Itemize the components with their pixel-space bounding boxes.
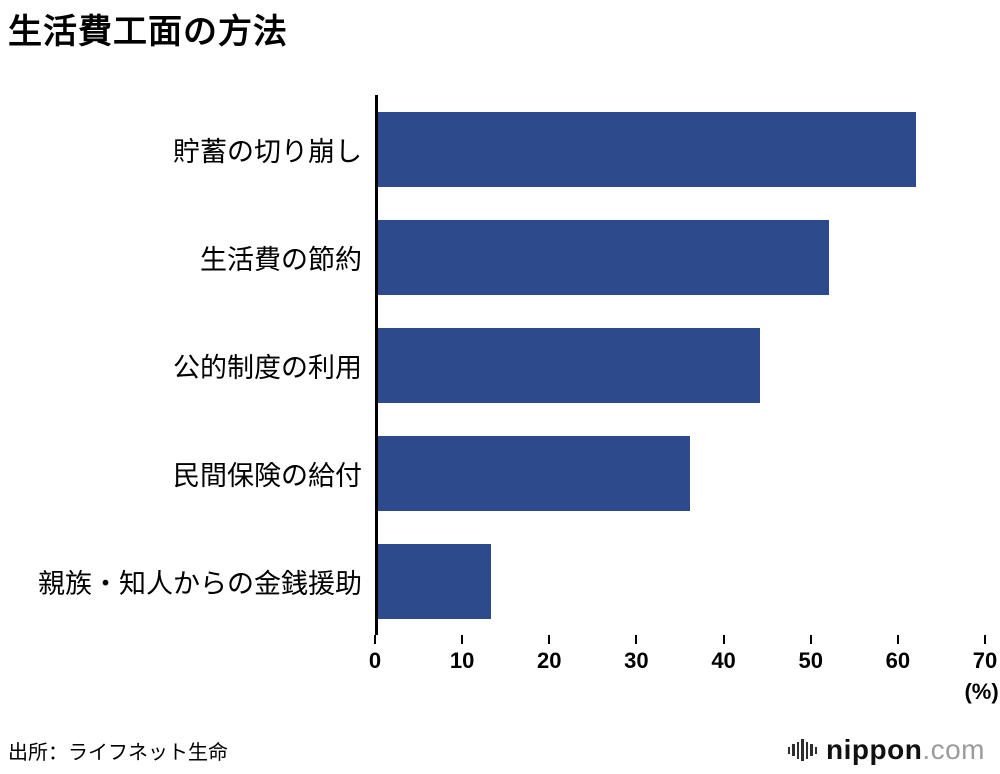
category-label: 貯蓄の切り崩し <box>173 136 362 167</box>
tick-mark <box>548 635 551 644</box>
bar <box>378 327 760 403</box>
tick-mark <box>722 635 725 644</box>
logo-tld: .com <box>922 734 985 765</box>
tick-label: 50 <box>798 648 823 673</box>
tick-label: 70 <box>972 648 998 673</box>
footer: 出所：ライフネット生命 nippon.com <box>8 734 985 766</box>
soundwave-icon <box>787 739 818 761</box>
tick-label: 10 <box>449 648 475 673</box>
bar-row <box>378 203 985 311</box>
nippon-logo: nippon.com <box>787 734 985 766</box>
bar <box>378 111 916 187</box>
bar-row <box>378 419 985 527</box>
tick-label: 0 <box>368 648 382 673</box>
plot-wrap: 0 10 20 30 40 50 60 70 (%) <box>369 95 999 704</box>
bar-row <box>378 311 985 419</box>
category-label-column: 貯蓄の切り崩し生活費の節約公的制度の利用 民間保険の給付親族・知人からの金銭援助 <box>0 95 375 676</box>
bar <box>378 219 829 295</box>
source-note: 出所：ライフネット生命 <box>8 741 228 764</box>
bar-row <box>378 527 985 635</box>
bar <box>378 435 691 511</box>
tick-mark <box>896 635 899 644</box>
tick-label: 40 <box>711 648 736 673</box>
bar-row <box>378 95 985 203</box>
category-label: 民間保険の給付 <box>173 460 362 491</box>
tick-mark <box>809 635 812 644</box>
category-label: 生活費の節約 <box>200 244 362 275</box>
category-label: 親族・知人からの金銭援助 <box>38 568 362 599</box>
chart-title: 生活費工面の方法 <box>8 13 288 51</box>
axis-unit-label: (%) <box>964 679 999 704</box>
tick-mark <box>374 635 376 644</box>
tick-mark <box>461 635 464 644</box>
category-label: 公的制度の利用 <box>173 352 362 383</box>
tick-label: 60 <box>885 648 911 673</box>
x-axis-tick-marks <box>374 635 986 644</box>
tick-mark <box>984 635 986 644</box>
logo-text: nippon.com <box>826 734 985 766</box>
logo-name: nippon <box>826 734 923 765</box>
tick-label: 30 <box>624 648 649 673</box>
tick-mark <box>635 635 638 644</box>
plot-area <box>375 95 985 635</box>
tick-label: 20 <box>537 648 562 673</box>
bar <box>378 543 491 619</box>
x-axis-tick-labels: 0 10 20 30 40 50 60 70 <box>369 644 997 676</box>
bar-chart: 貯蓄の切り崩し 生活費の節約 公的制度の利用 民間保険の給付 親族・知人からの金銭援助 … <box>0 95 999 704</box>
